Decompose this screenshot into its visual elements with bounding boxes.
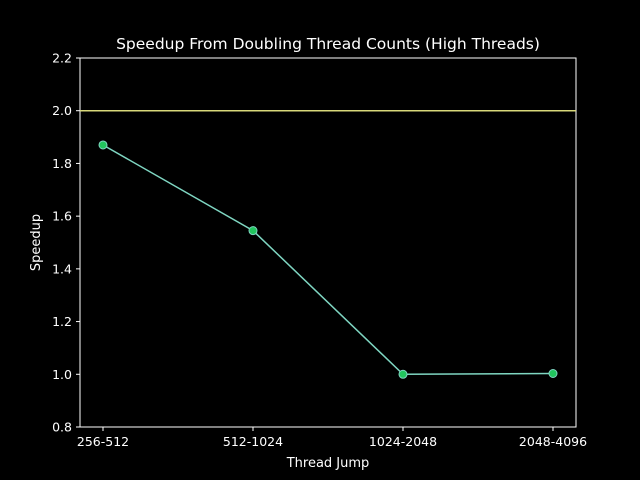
y-tick-label: 2.2 [52,51,72,66]
data-point [398,369,408,379]
x-tick-label: 256-512 [77,434,129,449]
plot-area [79,57,577,428]
y-tick-label: 2.0 [52,103,72,118]
series-layer [98,140,558,379]
data-point [548,368,558,378]
x-tick-label: 1024-2048 [369,434,437,449]
data-point [248,226,258,236]
y-axis: 0.8 1.0 1.2 1.4 1.6 1.8 2.0 2.2 [52,51,80,435]
y-axis-label: Speedup [29,214,44,271]
x-axis-label: Thread Jump [286,456,370,471]
y-tick-label: 0.8 [52,420,72,435]
x-axis: 256-512 512-1024 1024-2048 2048-4096 [77,427,587,449]
data-point [98,140,108,150]
y-tick-label: 1.6 [52,209,72,224]
x-tick-label: 512-1024 [223,434,283,449]
y-tick-label: 1.2 [52,314,72,329]
y-tick-label: 1.8 [52,156,72,171]
series-line [102,144,554,376]
y-tick-label: 1.4 [52,261,72,276]
x-tick-label: 2048-4096 [519,434,587,449]
chart-title: Speedup From Doubling Thread Counts (Hig… [116,35,540,53]
y-tick-label: 1.0 [52,367,72,382]
